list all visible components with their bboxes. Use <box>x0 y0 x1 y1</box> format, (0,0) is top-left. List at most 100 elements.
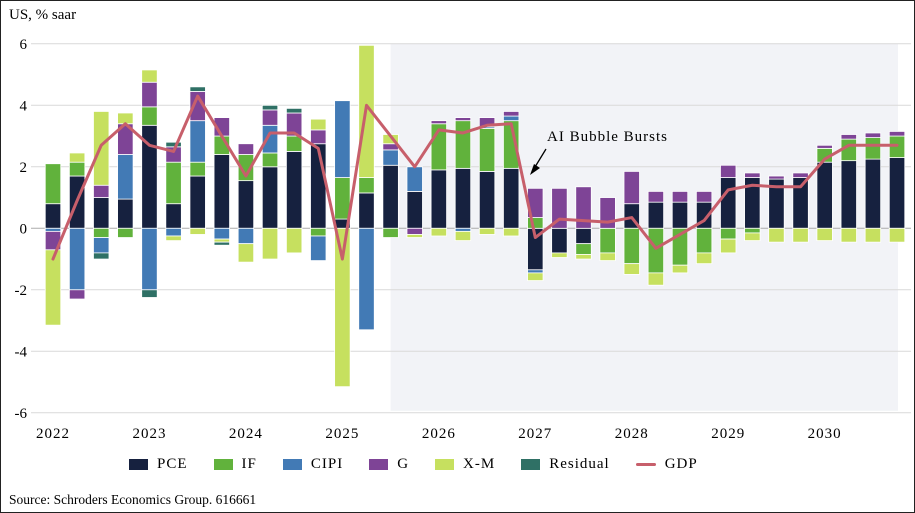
bar-segment-PCE-2026Q4 <box>503 167 520 229</box>
bar-segment-CIPI-2025Q4 <box>406 166 423 192</box>
bar-segment-PCE-2030Q1 <box>816 161 833 229</box>
x-tick-label: 2026 <box>422 426 456 442</box>
bar-segment-CIPI-2022Q3 <box>93 237 110 254</box>
bar-segment-IF-2024Q3 <box>285 135 303 152</box>
bar-segment-PCE-2023Q4 <box>213 154 230 229</box>
bar-segment-G-2028Q2 <box>647 190 665 203</box>
bar-segment-CIPI-2023Q2 <box>165 227 182 237</box>
bar-segment-PCE-2022Q4 <box>117 198 134 229</box>
y-tick-label: 0 <box>20 221 28 237</box>
bar-segment-Residual-2024Q2 <box>261 104 279 111</box>
legend-item-x-m: X-M <box>435 456 495 473</box>
bar-segment-IF-2027Q4 <box>599 227 616 254</box>
bar-segment-PCE-2027Q3 <box>575 227 592 245</box>
bar-segment-IF-2023Q2 <box>165 161 182 205</box>
bar-segment-IF-2028Q2 <box>647 227 665 274</box>
legend-item-pce: PCE <box>129 456 188 473</box>
legend-swatch-pce <box>129 459 148 470</box>
legend-swatch-g <box>369 459 389 470</box>
bar-segment-Residual-2023Q1 <box>141 289 158 298</box>
bar-segment-PCE-2030Q3 <box>864 158 882 229</box>
bar-segment-PCE-2028Q2 <box>647 201 665 229</box>
bar-segment-G-2028Q3 <box>671 190 689 203</box>
annotation-ai-bubble-bursts: AI Bubble Bursts <box>547 129 668 145</box>
bar-segment-X-M-2026Q3 <box>478 227 496 235</box>
bar-segment-X-M-2023Q3 <box>189 227 206 235</box>
bar-segment-X-M-2029Q2 <box>744 232 761 242</box>
bar-segment-IF-2029Q2 <box>744 227 761 234</box>
bar-segment-X-M-2024Q4 <box>310 118 327 131</box>
bar-segment-X-M-2030Q3 <box>864 227 882 243</box>
bar-segment-PCE-2024Q3 <box>285 151 303 229</box>
bar-segment-PCE-2028Q3 <box>671 201 689 229</box>
y-tick-label: -2 <box>15 283 28 299</box>
x-tick-label: 2022 <box>36 426 70 442</box>
bar-segment-IF-2022Q3 <box>93 227 110 238</box>
x-tick-label: 2027 <box>518 426 552 442</box>
y-tick-label: 2 <box>20 160 28 176</box>
bar-segment-X-M-2030Q2 <box>840 227 857 243</box>
bar-segment-G-2029Q2 <box>744 172 761 178</box>
bar-segment-X-M-2028Q3 <box>671 264 689 274</box>
bar-segment-PCE-2023Q3 <box>189 175 206 229</box>
bar-segment-G-2025Q4 <box>406 227 423 235</box>
bar-segment-G-2029Q4 <box>792 172 809 178</box>
bar-segment-CIPI-2025Q3 <box>382 149 399 166</box>
bar-segment-X-M-2024Q2 <box>261 227 279 260</box>
bar-segment-CIPI-2024Q4 <box>310 235 327 261</box>
bar-segment-CIPI-2026Q4 <box>503 115 520 122</box>
gdp-line <box>51 94 899 261</box>
bar-segment-CIPI-2022Q4 <box>117 154 134 200</box>
legend-item-g: G <box>369 456 409 473</box>
annotation-arrow <box>534 148 547 168</box>
legend-swatch-residual <box>521 459 541 470</box>
bar-segment-G-2026Q2 <box>454 117 472 122</box>
bar-segment-G-2023Q1 <box>141 81 158 108</box>
bar-segment-Residual-2023Q3 <box>189 86 206 92</box>
bar-segment-X-M-2027Q3 <box>575 254 592 260</box>
bar-segment-IF-2022Q4 <box>117 227 134 238</box>
bar-segment-PCE-2025Q2 <box>358 192 375 229</box>
bar-segment-IF-2030Q3 <box>864 137 882 160</box>
bar-segment-IF-2023Q1 <box>141 106 158 126</box>
bar-segment-PCE-2023Q2 <box>165 203 182 229</box>
legend-item-cipi: CIPI <box>282 456 344 473</box>
bar-segment-PCE-2022Q1 <box>44 203 62 229</box>
bar-segment-X-M-2028Q4 <box>695 252 713 265</box>
bar-segment-X-M-2022Q2 <box>68 152 86 163</box>
bar-segment-X-M-2024Q1 <box>237 243 255 263</box>
legend-swatch-if <box>213 459 233 470</box>
bar-segment-CIPI-2025Q2 <box>358 227 375 331</box>
bar-segment-G-2029Q1 <box>720 164 737 178</box>
bar-segment-IF-2028Q4 <box>695 227 713 254</box>
bar-segment-PCE-2022Q3 <box>93 197 110 229</box>
bar-segment-X-M-2022Q4 <box>117 112 134 125</box>
y-tick-label: 6 <box>20 37 28 53</box>
bar-segment-X-M-2022Q1 <box>44 249 62 326</box>
bar-segment-IF-2023Q3 <box>189 161 206 177</box>
bar-segment-CIPI-2023Q4 <box>213 227 230 240</box>
legend-label-cipi: CIPI <box>310 456 344 472</box>
bar-segment-X-M-2027Q2 <box>551 252 568 258</box>
y-tick-label: -6 <box>15 406 28 422</box>
x-tick-label: 2023 <box>132 426 166 442</box>
bar-segment-CIPI-2024Q1 <box>237 227 255 245</box>
bar-segment-IF-2025Q2 <box>358 177 375 194</box>
bar-segment-G-2024Q4 <box>310 129 327 145</box>
legend-label-g: G <box>397 456 410 472</box>
bar-segment-X-M-2027Q4 <box>599 252 616 261</box>
bar-segment-X-M-2023Q4 <box>213 238 230 243</box>
bar-segment-PCE-2024Q4 <box>310 143 327 229</box>
legend-line-swatch-gdp <box>635 463 656 466</box>
bar-segment-G-2024Q1 <box>237 143 255 155</box>
bar-segment-G-2026Q4 <box>503 111 520 117</box>
bar-segment-X-M-2026Q1 <box>430 227 447 237</box>
bar-segment-X-M-2023Q1 <box>141 69 158 83</box>
x-tick-label: 2029 <box>711 426 745 442</box>
legend-item-residual: Residual <box>521 456 610 473</box>
bar-segment-IF-2022Q1 <box>44 163 62 205</box>
bar-segment-G-2022Q3 <box>93 184 110 198</box>
bar-segment-Residual-2024Q3 <box>285 107 303 114</box>
bar-segment-PCE-2025Q3 <box>382 164 399 229</box>
